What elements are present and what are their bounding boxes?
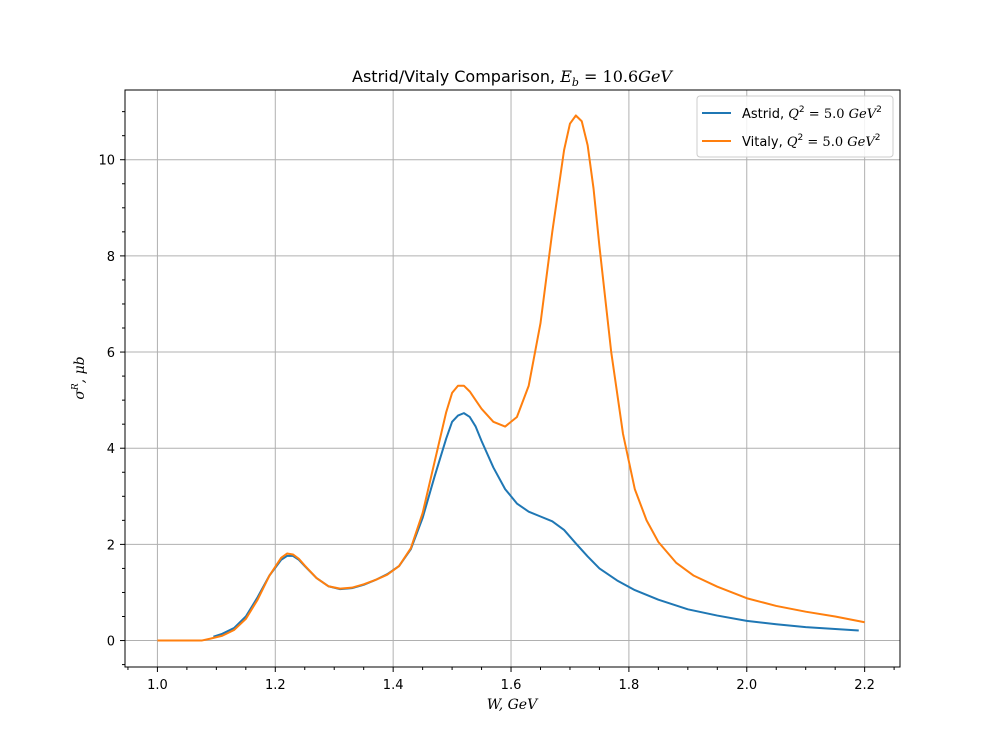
y-tick-label: 8 [107, 250, 115, 265]
series-line-astrid [213, 412, 859, 638]
legend-frame [696, 95, 894, 158]
title-math-symbol: E [559, 67, 572, 86]
x-tick-label: 2.2 [854, 678, 875, 693]
y-tick-label: 2 [107, 538, 115, 553]
title-math-subscript: b [572, 76, 579, 89]
y-tick-label: 6 [107, 346, 115, 361]
plot-frame [124, 89, 901, 668]
title-prefix: Astrid/Vitaly Comparison, [352, 67, 560, 86]
y-tick-label: 10 [98, 154, 115, 169]
legend-entry-vitaly: Vitaly, Q2 = 5.0 GeV2 [742, 133, 880, 150]
y-tick-label: 4 [107, 442, 115, 457]
y-axis-label: σR, μb [71, 356, 88, 399]
x-tick-label: 1.0 [147, 678, 168, 693]
x-tick-label: 1.4 [383, 678, 404, 693]
title-math-unit: GeV [638, 67, 673, 86]
x-tick-label: 1.8 [619, 678, 640, 693]
y-tick-label: 0 [107, 635, 115, 650]
legend: Astrid, Q2 = 5.0 GeV2 Vitaly, Q2 = 5.0 G… [696, 95, 894, 158]
series-lines [157, 114, 865, 642]
x-tick-label: 1.2 [265, 678, 286, 693]
grid [125, 90, 900, 667]
series-line-vitaly [157, 114, 865, 642]
legend-entry-astrid: Astrid, Q2 = 5.0 GeV2 [742, 105, 882, 122]
axes: 1.0 1.2 1.4 1.6 1.8 2.0 2.2 0 2 4 6 8 10 [98, 89, 901, 693]
legend-label-astrid: Astrid, [742, 107, 788, 122]
x-tick-label: 1.6 [501, 678, 522, 693]
chart-title: Astrid/Vitaly Comparison, Eb = 10.6GeV [352, 67, 673, 89]
title-math-value: = 10.6 [579, 67, 638, 86]
x-tick-label: 2.0 [736, 678, 757, 693]
x-axis-label: W, GeV [487, 697, 539, 713]
legend-label-vitaly: Vitaly, [742, 135, 787, 150]
